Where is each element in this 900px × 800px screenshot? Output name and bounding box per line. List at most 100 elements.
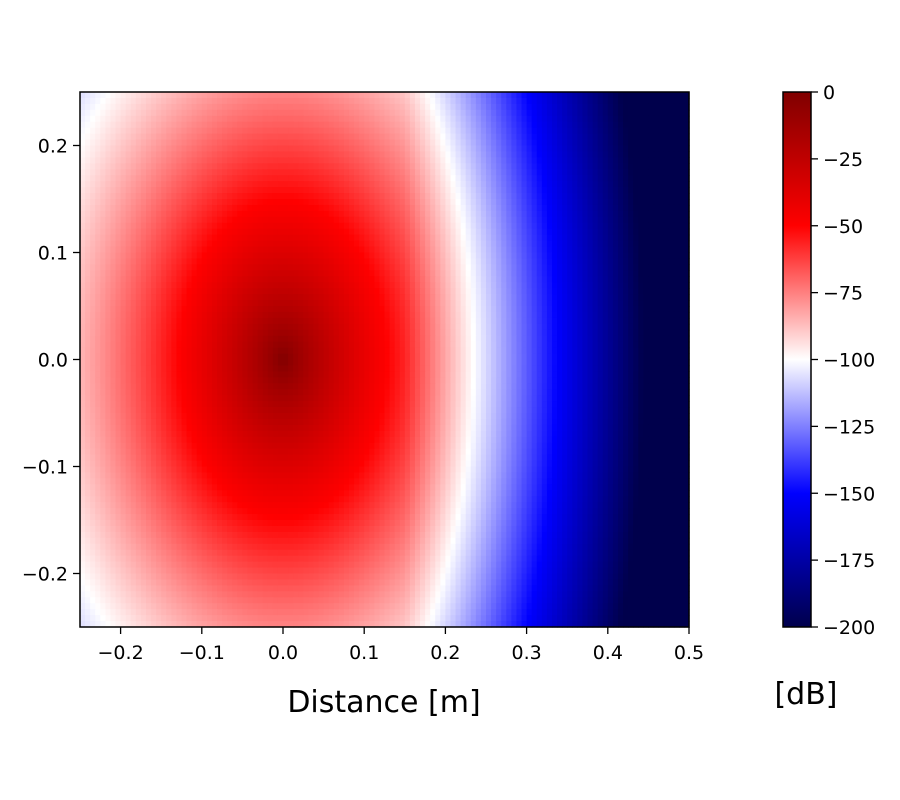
heatmap-cell <box>491 193 497 200</box>
heatmap-cell <box>298 240 304 248</box>
heatmap-cell <box>638 204 644 212</box>
heatmap-cell <box>562 204 568 212</box>
heatmap-cell <box>572 228 578 236</box>
heatmap-cell <box>303 323 309 331</box>
heatmap-cell <box>95 306 101 313</box>
heatmap-cell <box>597 252 604 260</box>
heatmap-cell <box>293 294 299 301</box>
heatmap-cell <box>557 97 563 105</box>
heatmap-cell <box>120 92 127 99</box>
heatmap-cell <box>486 121 492 129</box>
heatmap-cell <box>643 246 649 254</box>
heatmap-cell <box>607 187 614 194</box>
heatmap-cell <box>475 199 482 206</box>
heatmap-cell <box>420 193 426 200</box>
heatmap-cell <box>343 151 350 158</box>
heatmap-cell <box>354 306 360 313</box>
heatmap-cell <box>430 133 436 141</box>
heatmap-cell <box>455 157 462 164</box>
heatmap-cell <box>374 306 381 313</box>
heatmap-cell <box>145 270 152 277</box>
heatmap-cell <box>227 300 233 307</box>
heatmap-cell <box>541 97 548 105</box>
heatmap-cell <box>267 228 274 236</box>
heatmap-cell <box>486 222 492 230</box>
heatmap-cell <box>455 109 462 117</box>
heatmap-cell <box>288 199 294 206</box>
heatmap-cell <box>105 228 112 236</box>
heatmap-cell <box>115 264 122 271</box>
heatmap-cell <box>425 115 431 123</box>
heatmap-cell <box>338 175 345 182</box>
heatmap-cell <box>201 270 208 277</box>
heatmap-cell <box>420 181 426 188</box>
heatmap-cell <box>181 258 188 265</box>
heatmap-cell <box>308 317 315 325</box>
heatmap-cell <box>272 103 279 111</box>
heatmap-cell <box>338 103 345 111</box>
heatmap-cell <box>156 234 162 242</box>
heatmap-cell <box>470 187 477 194</box>
heatmap-cell <box>115 145 122 153</box>
heatmap-cell <box>338 151 345 158</box>
heatmap-cell <box>125 193 132 200</box>
heatmap-cell <box>115 115 122 123</box>
heatmap-cell <box>633 151 639 158</box>
heatmap-cell <box>399 163 406 170</box>
heatmap-cell <box>531 240 538 248</box>
heatmap-cell <box>663 264 670 271</box>
heatmap-cell <box>516 246 523 254</box>
heatmap-cell <box>384 157 391 164</box>
heatmap-cell <box>633 103 639 111</box>
heatmap-cell <box>303 294 309 301</box>
heatmap-cell <box>531 169 538 176</box>
heatmap-cell <box>181 335 188 343</box>
heatmap-cell <box>536 276 543 283</box>
heatmap-cell <box>272 187 279 194</box>
heatmap-cell <box>110 311 117 319</box>
heatmap-cell <box>425 145 431 153</box>
heatmap-cell <box>572 169 578 176</box>
heatmap-cell <box>496 92 502 99</box>
heatmap-cell <box>343 216 350 224</box>
heatmap-cell <box>303 157 309 164</box>
heatmap-cell <box>607 282 614 289</box>
heatmap-cell <box>506 216 512 224</box>
heatmap-cell <box>491 181 497 188</box>
heatmap-cell <box>181 246 188 254</box>
heatmap-cell <box>242 306 249 313</box>
heatmap-cell <box>511 133 518 141</box>
heatmap-cell <box>206 151 213 158</box>
heatmap-cell <box>227 288 233 295</box>
heatmap-cell <box>217 127 223 135</box>
heatmap-cell <box>348 175 355 182</box>
heatmap-cell <box>369 252 375 260</box>
heatmap-cell <box>404 246 411 254</box>
heatmap-cell <box>85 317 91 325</box>
heatmap-cell <box>323 246 330 254</box>
heatmap-cell <box>379 240 386 248</box>
heatmap-cell <box>475 264 482 271</box>
heatmap-cell <box>420 109 426 117</box>
heatmap-cell <box>551 258 558 265</box>
heatmap-cell <box>541 127 548 135</box>
heatmap-cell <box>156 323 162 331</box>
heatmap-cell <box>521 103 528 111</box>
heatmap-cell <box>201 199 208 206</box>
heatmap-cell <box>171 145 178 153</box>
heatmap-cell <box>313 246 320 254</box>
heatmap-cell <box>572 282 578 289</box>
heatmap-cell <box>628 175 634 182</box>
heatmap-cell <box>130 204 137 212</box>
heatmap-cell <box>151 121 157 129</box>
heatmap-cell <box>531 187 538 194</box>
heatmap-cell <box>298 199 304 206</box>
heatmap-cell <box>333 121 340 129</box>
heatmap-cell <box>546 163 553 170</box>
heatmap-cell <box>394 115 401 123</box>
heatmap-cell <box>557 103 563 111</box>
heatmap-cell <box>567 300 573 307</box>
heatmap-cell <box>602 222 609 230</box>
heatmap-cell <box>354 187 360 194</box>
heatmap-cell <box>460 258 467 265</box>
